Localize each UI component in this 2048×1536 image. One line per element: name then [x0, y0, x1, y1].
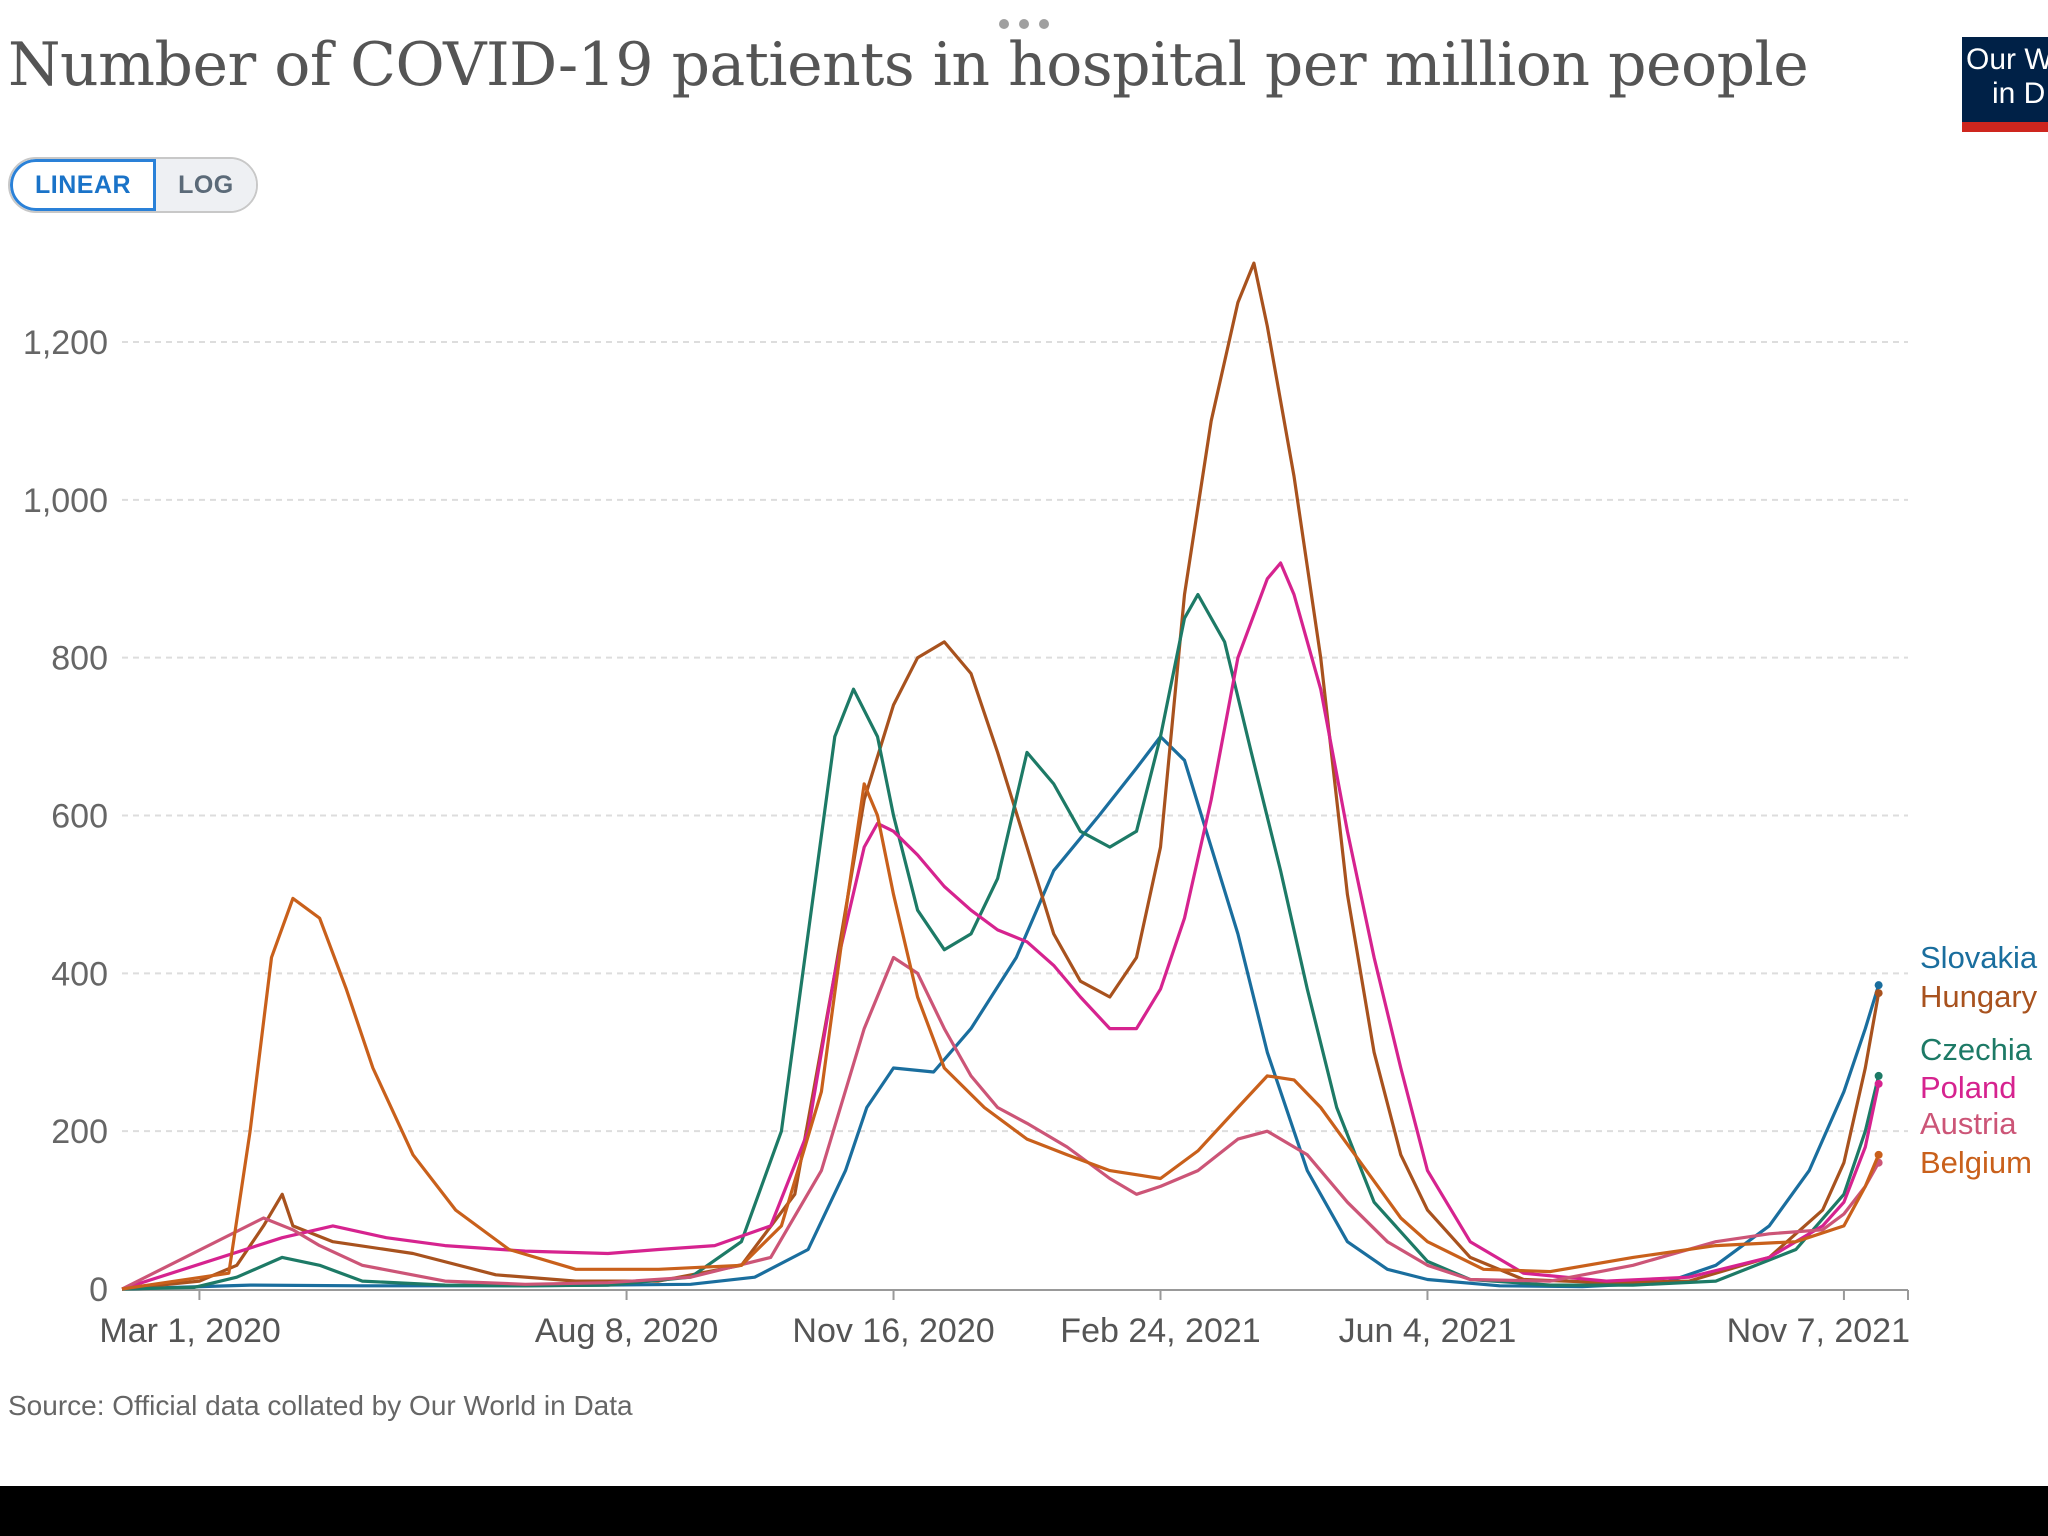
x-tick-label: Mar 1, 2020: [99, 1312, 280, 1350]
source-note: Source: Official data collated by Our Wo…: [8, 1390, 633, 1421]
bottom-bar: [0, 1486, 2048, 1536]
linear-scale-button[interactable]: LINEAR: [10, 159, 157, 211]
y-tick-label: 800: [51, 640, 108, 678]
series-line-slovakia[interactable]: [121, 735, 1881, 1291]
y-tick-label: 200: [51, 1113, 108, 1151]
series-line-austria[interactable]: [121, 955, 1880, 1291]
line-chart: 0 200 400 600 800 1,000 1,200 Mar 1, 2020 Aug 8…: [23, 261, 2038, 1350]
y-tick-label: 0: [89, 1271, 108, 1309]
series-line-belgium[interactable]: [121, 782, 1881, 1291]
y-tick-label: 400: [51, 955, 108, 993]
series-end-point-belgium: [1874, 1150, 1883, 1159]
log-scale-button[interactable]: LOG: [156, 159, 256, 211]
legend-label-hungary[interactable]: Hungary: [1920, 979, 2038, 1014]
x-axis: Mar 1, 2020 Aug 8, 2020 Nov 16, 2020 Feb 24…: [99, 1289, 1910, 1350]
series-end-point-slovakia: [1874, 981, 1883, 990]
more-options-icon[interactable]: [996, 14, 1052, 34]
x-tick-label: Nov 7, 2021: [1727, 1312, 1910, 1350]
series-line-czechia[interactable]: [121, 592, 1881, 1291]
x-tick-label: Feb 24, 2021: [1060, 1312, 1260, 1350]
logo-text-line-2: in D: [1992, 77, 2046, 110]
series-end-point-czechia: [1874, 1071, 1883, 1080]
chart-title: Number of COVID-19 patients in hospital …: [8, 30, 1809, 100]
x-tick-label: Jun 4, 2021: [1339, 1312, 1517, 1350]
logo-stripe: [1962, 122, 2048, 132]
series-lines: [121, 261, 1883, 1291]
owid-logo[interactable]: Our W in D: [1962, 37, 2048, 132]
series-end-point-hungary: [1874, 989, 1883, 998]
legend-label-austria[interactable]: Austria: [1920, 1106, 2017, 1141]
y-axis-ticks: 0 200 400 600 800 1,000 1,200: [23, 324, 108, 1309]
legend-label-czechia[interactable]: Czechia: [1920, 1032, 2033, 1067]
logo-text-line-1: Our W: [1966, 43, 2048, 76]
gridlines: [122, 341, 1908, 1133]
y-tick-label: 1,200: [23, 324, 108, 362]
series-line-poland[interactable]: [121, 561, 1881, 1291]
series-end-point-poland: [1874, 1079, 1883, 1088]
legend-label-slovakia[interactable]: Slovakia: [1920, 940, 2038, 975]
y-tick-label: 600: [51, 798, 108, 836]
legend-label-poland[interactable]: Poland: [1920, 1070, 2017, 1105]
x-tick-label: Nov 16, 2020: [792, 1312, 994, 1350]
series-line-hungary[interactable]: [121, 261, 1881, 1291]
y-tick-label: 1,000: [23, 482, 108, 520]
legend-label-belgium[interactable]: Belgium: [1920, 1145, 2032, 1180]
x-tick-label: Aug 8, 2020: [535, 1312, 718, 1350]
scale-toggle: LINEAR LOG: [8, 157, 258, 213]
